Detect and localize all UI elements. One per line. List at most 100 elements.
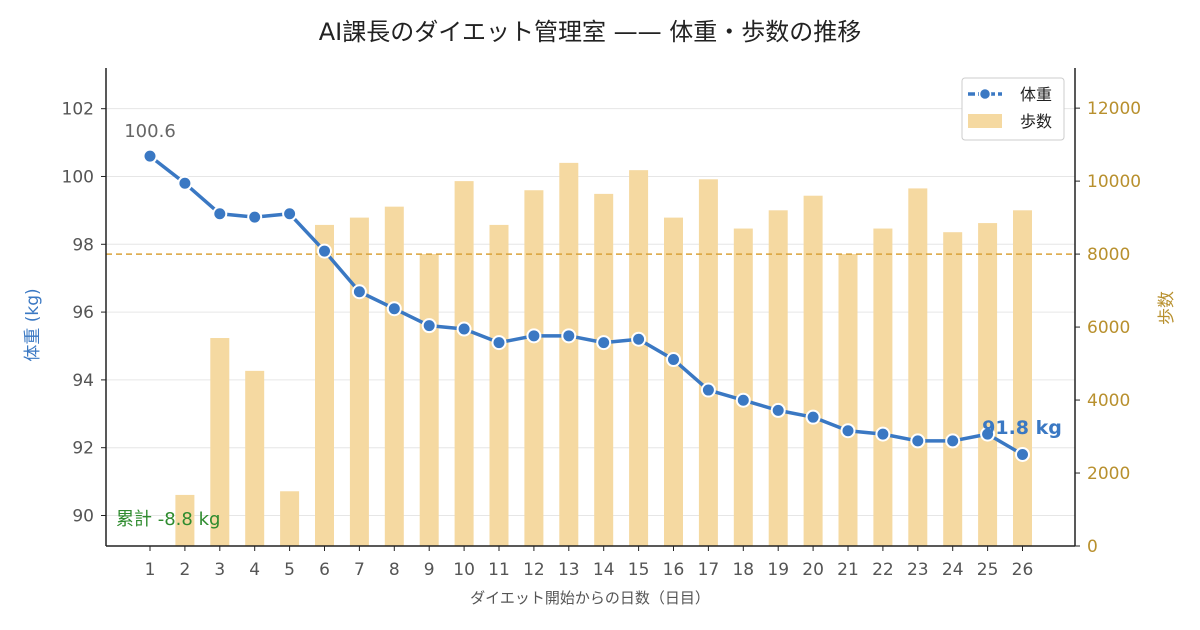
legend-steps-swatch [968, 114, 1002, 128]
left-tick-label: 94 [72, 371, 94, 391]
weight-point [421, 318, 437, 334]
left-tick-label: 98 [72, 235, 94, 255]
x-tick-label: 7 [354, 560, 365, 580]
weight-point [212, 206, 228, 222]
weight-point [700, 382, 716, 398]
left-tick-label: 100 [62, 167, 94, 187]
steps-bar [803, 195, 823, 546]
steps-bar [245, 370, 265, 546]
weight-point [456, 321, 472, 337]
grid-lines [106, 108, 1075, 516]
steps-bar [210, 338, 230, 546]
steps-bar [664, 217, 683, 546]
right-tick-label: 6000 [1087, 318, 1130, 338]
weight-point [875, 426, 891, 442]
left-axis-ticks: 90 92 94 96 98 100 102 [62, 100, 106, 526]
steps-bar [873, 228, 893, 546]
cumulative-change-label: 累計 -8.8 kg [116, 509, 220, 530]
steps-bar [315, 224, 334, 546]
weight-point [282, 206, 298, 222]
axes [105, 68, 1076, 547]
x-tick-label: 6 [319, 560, 330, 580]
steps-bar [524, 190, 544, 547]
right-axis-ticks: 0 2000 4000 6000 8000 10000 12000 [1075, 99, 1141, 557]
start-weight-label: 100.6 [124, 121, 176, 142]
x-tick-label: 11 [488, 560, 510, 580]
steps-bar [419, 254, 439, 546]
x-tick-label: 10 [453, 560, 475, 580]
steps-bar [559, 162, 579, 546]
weight-line [142, 148, 1030, 462]
steps-bar [280, 491, 300, 546]
steps-bar [838, 254, 858, 546]
x-tick-label: 9 [424, 560, 435, 580]
weight-point [945, 433, 961, 449]
steps-bar [908, 188, 928, 546]
steps-bar [489, 224, 509, 546]
y-axis-label-right: 歩数 [1157, 291, 1177, 325]
steps-bar [978, 223, 998, 546]
weight-point [561, 328, 577, 344]
left-tick-label: 96 [72, 303, 94, 323]
right-tick-label: 10000 [1087, 172, 1141, 192]
x-tick-label: 12 [523, 560, 545, 580]
x-tick-label: 19 [767, 560, 789, 580]
weight-point [840, 423, 856, 439]
weight-point [770, 402, 786, 418]
steps-bar [454, 181, 474, 546]
weight-point [735, 392, 751, 408]
x-tick-label: 17 [698, 560, 720, 580]
weight-point [805, 409, 821, 425]
weight-point [666, 352, 681, 368]
steps-bar [768, 210, 788, 546]
x-tick-label: 1 [145, 560, 156, 580]
steps-bar [629, 170, 649, 546]
steps-bars [175, 162, 1032, 547]
x-tick-label: 25 [977, 560, 999, 580]
weight-point [177, 175, 193, 191]
steps-bar [733, 228, 753, 546]
steps-bar [384, 206, 404, 546]
right-tick-label: 4000 [1087, 391, 1130, 411]
x-tick-label: 21 [837, 560, 859, 580]
x-axis-ticks: 1 2 3 4 5 6 7 8 9 10 11 12 13 14 15 16 17 18 19 20 21 22 23 24 2… [145, 546, 1033, 580]
x-tick-label: 24 [942, 560, 964, 580]
x-tick-label: 14 [593, 560, 615, 580]
left-tick-label: 90 [72, 506, 94, 526]
x-tick-label: 3 [214, 560, 225, 580]
right-tick-label: 12000 [1087, 99, 1141, 119]
legend-steps-label: 歩数 [1020, 112, 1052, 131]
left-tick-label: 92 [72, 439, 94, 459]
legend-weight-marker [978, 87, 992, 101]
steps-bar [175, 494, 195, 546]
legend-weight-label: 体重 [1020, 85, 1052, 104]
x-tick-label: 15 [628, 560, 650, 580]
x-tick-label: 22 [872, 560, 894, 580]
x-axis-label: ダイエット開始からの日数（日目） [470, 589, 710, 607]
weight-point [491, 335, 507, 351]
weight-point [247, 209, 263, 225]
y-axis-label-left: 体重 (kg) [23, 288, 43, 361]
weight-point [1015, 446, 1030, 462]
right-tick-label: 2000 [1087, 464, 1130, 484]
weight-point [142, 148, 158, 164]
steps-bar [698, 179, 718, 546]
x-tick-label: 13 [558, 560, 580, 580]
weight-point [351, 284, 367, 300]
chart-title: AI課長のダイエット管理室 —— 体重・歩数の推移 [319, 18, 862, 46]
steps-bar [1013, 210, 1032, 546]
x-tick-label: 4 [249, 560, 260, 580]
weight-point [526, 328, 542, 344]
weight-point [631, 331, 647, 347]
x-tick-label: 2 [179, 560, 190, 580]
x-tick-label: 5 [284, 560, 295, 580]
weight-point [910, 433, 926, 449]
right-tick-label: 8000 [1087, 245, 1130, 265]
steps-bar [349, 217, 369, 546]
steps-bar [594, 193, 614, 546]
weight-point [317, 243, 332, 259]
x-tick-label: 16 [663, 560, 685, 580]
x-tick-label: 18 [732, 560, 754, 580]
end-weight-label: 91.8 kg [982, 417, 1062, 439]
